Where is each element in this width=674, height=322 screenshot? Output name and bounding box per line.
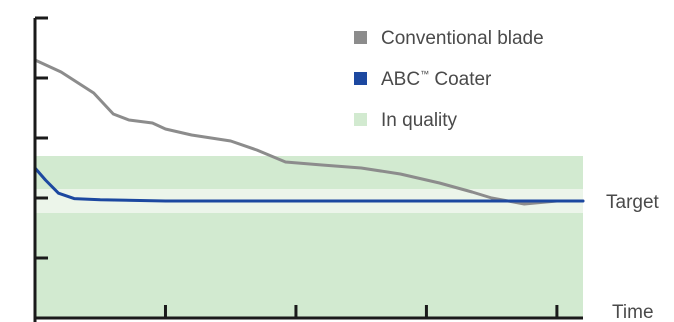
series-line-abc-coater (33, 166, 585, 203)
axes-layer (33, 16, 583, 322)
x-axis-label: Time (612, 302, 654, 322)
in-quality-band (35, 156, 583, 318)
legend-label-conventional-blade: Conventional blade (381, 28, 544, 49)
legend-label-abc: ABC™ Coater (381, 69, 492, 90)
target-label: Target (606, 192, 660, 213)
legend: Conventional blade ABC™ Coater In quality (354, 28, 544, 131)
series-layer (33, 58, 585, 206)
legend-label-in-quality: In quality (381, 110, 458, 131)
legend-swatch-conventional-blade (354, 31, 367, 44)
legend-swatch-abc (354, 72, 367, 85)
series-line-conventional-blade (33, 58, 585, 206)
legend-swatch-in-quality (354, 113, 367, 126)
